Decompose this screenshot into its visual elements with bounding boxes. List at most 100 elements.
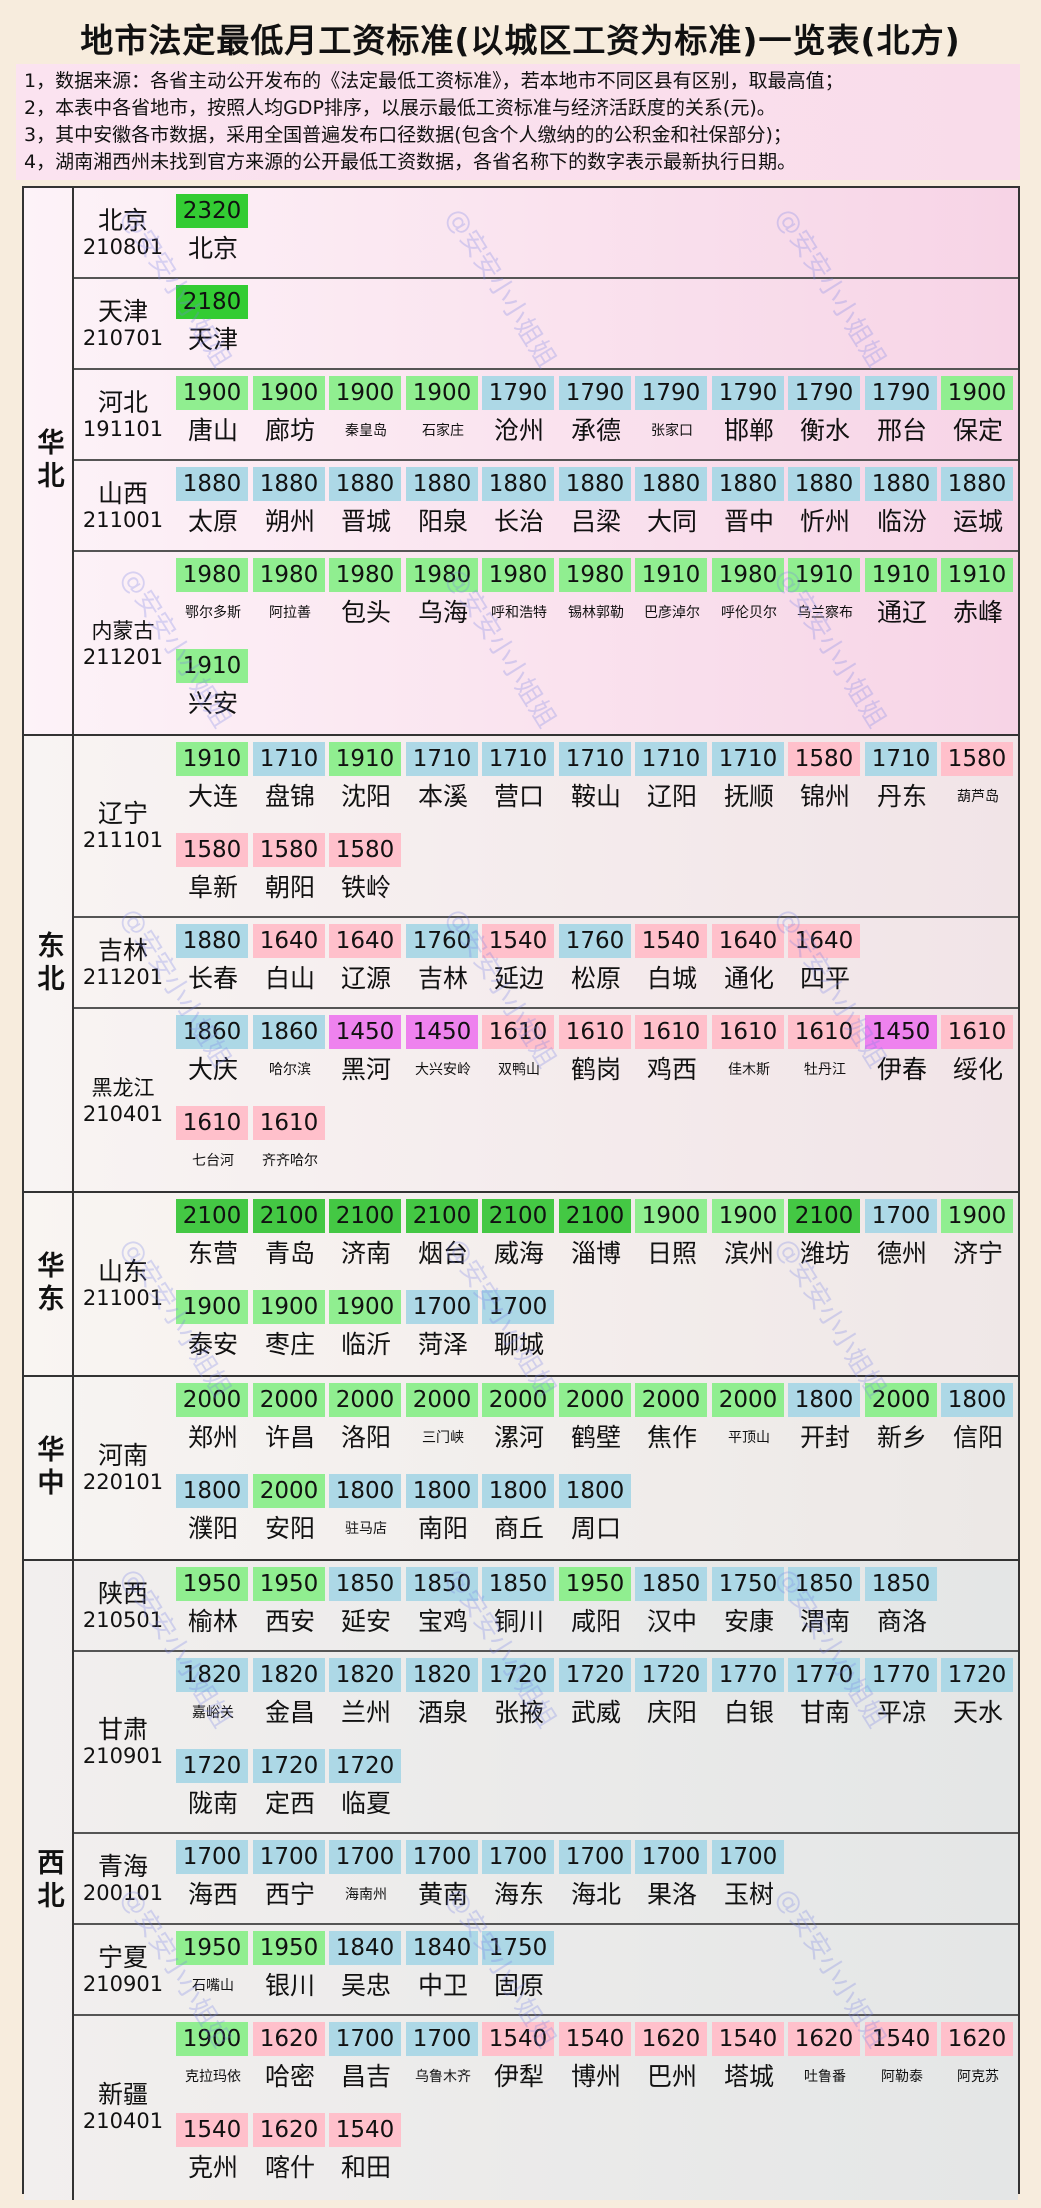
city-name: 德州 xyxy=(876,1239,927,1268)
city-name: 南阳 xyxy=(417,1514,468,1543)
city-cell: 1880 运城 xyxy=(941,467,1015,551)
wage-value: 1800 xyxy=(482,1474,554,1508)
province-date: 211001 xyxy=(82,1286,164,1310)
city-cell: 1640 白山 xyxy=(253,924,327,1008)
city-cell: 1720 武威 xyxy=(559,1658,633,1742)
city-name: 和田 xyxy=(340,2153,391,2182)
wage-value: 1700 xyxy=(482,1840,554,1874)
wage-value: 2000 xyxy=(176,1383,248,1417)
city-cell: 1910 通辽 xyxy=(865,558,939,642)
city-name: 玉树 xyxy=(723,1880,774,1909)
city-cell: 1850 商洛 xyxy=(865,1567,939,1651)
city-name: 周口 xyxy=(570,1514,621,1543)
city-cell: 2100 济南 xyxy=(329,1199,403,1283)
city-name: 鞍山 xyxy=(570,782,621,811)
province-name: 内蒙古 xyxy=(91,619,155,643)
city-cell: 1950 榆林 xyxy=(176,1567,250,1651)
city-cell: 1900 枣庄 xyxy=(253,1290,327,1374)
city-cell: 2000 三门峡 xyxy=(406,1383,480,1467)
city-cell: 1700 聊城 xyxy=(482,1290,556,1374)
city-cell: 1790 衡水 xyxy=(788,376,862,460)
city-name: 保定 xyxy=(952,416,1003,445)
city-name: 沈阳 xyxy=(340,782,391,811)
city-name: 长治 xyxy=(493,507,544,536)
wage-value: 1770 xyxy=(712,1658,784,1692)
wage-value: 1710 xyxy=(712,742,784,776)
wage-value: 1910 xyxy=(176,649,248,683)
city-cell: 1640 辽源 xyxy=(329,924,403,1008)
wage-value: 1720 xyxy=(176,1749,248,1783)
wage-value: 1980 xyxy=(176,558,248,592)
notes-box: 1，数据来源：各省主动公开发布的《法定最低工资标准》，若本地市不同区县有区别，取… xyxy=(16,64,1020,180)
wage-value: 1610 xyxy=(176,1106,248,1140)
city-cell: 2000 许昌 xyxy=(253,1383,327,1467)
city-cell: 1620 哈密 xyxy=(253,2022,327,2106)
wage-value: 1720 xyxy=(253,1749,325,1783)
region-label: 东北 xyxy=(24,736,74,1191)
wage-value: 2100 xyxy=(788,1199,860,1233)
city-name: 泰安 xyxy=(187,1330,238,1359)
city-name: 庆阳 xyxy=(646,1698,697,1727)
city-name: 兰州 xyxy=(340,1698,391,1727)
wage-value: 1700 xyxy=(406,1840,478,1874)
wage-value: 1880 xyxy=(559,467,631,501)
region-label: 华中 xyxy=(24,1377,74,1559)
wage-value: 1540 xyxy=(482,924,554,958)
city-name: 潍坊 xyxy=(799,1239,850,1268)
city-name: 滨州 xyxy=(723,1239,774,1268)
wage-value: 1850 xyxy=(329,1567,401,1601)
city-name: 乌鲁木齐 xyxy=(415,2069,471,2085)
city-cell: 1900 滨州 xyxy=(712,1199,786,1283)
city-name: 嘉峪关 xyxy=(192,1705,234,1721)
wage-value: 1760 xyxy=(559,924,631,958)
wage-value: 1850 xyxy=(635,1567,707,1601)
wage-value: 1880 xyxy=(712,467,784,501)
wage-value: 2000 xyxy=(635,1383,707,1417)
note-line: 2，本表中各省地市，按照人均GDP排序，以展示最低工资标准与经济活跃度的关系(元… xyxy=(24,97,776,119)
city-name: 郑州 xyxy=(187,1423,238,1452)
city-cell: 2000 焦作 xyxy=(635,1383,709,1467)
wage-value: 1900 xyxy=(253,1290,325,1324)
city-name: 邯郸 xyxy=(723,416,774,445)
city-cell: 1610 七台河 xyxy=(176,1106,250,1190)
city-cell: 1950 咸阳 xyxy=(559,1567,633,1651)
province-row: 甘肃 210901 1820 嘉峪关 1820 金昌 1820 兰州 1820 酒泉 1720 张掖 1… xyxy=(74,1652,1018,1834)
city-cell: 1620 巴州 xyxy=(635,2022,709,2106)
province-date: 211101 xyxy=(82,828,164,852)
city-name: 阿克苏 xyxy=(957,2069,999,2085)
city-cell: 1910 乌兰察布 xyxy=(788,558,862,642)
city-name: 北京 xyxy=(187,234,238,263)
wage-value: 1910 xyxy=(176,742,248,776)
wage-value: 1950 xyxy=(253,1567,325,1601)
city-cell: 1800 濮阳 xyxy=(176,1474,250,1558)
wage-value: 1610 xyxy=(559,1015,631,1049)
city-name: 鹤岗 xyxy=(570,1055,621,1084)
city-name: 晋城 xyxy=(340,507,391,536)
city-cell: 1580 阜新 xyxy=(176,833,250,917)
city-name: 四平 xyxy=(799,964,850,993)
city-cell: 1540 伊犁 xyxy=(482,2022,556,2106)
city-cell: 1610 鹤岗 xyxy=(559,1015,633,1099)
city-name: 天水 xyxy=(952,1698,1003,1727)
wage-value: 1980 xyxy=(329,558,401,592)
city-name: 佳木斯 xyxy=(728,1062,770,1078)
province-header: 山东 211001 xyxy=(74,1193,172,1375)
wage-value: 1760 xyxy=(406,924,478,958)
city-cell: 1800 驻马店 xyxy=(329,1474,403,1558)
city-name: 白山 xyxy=(264,964,315,993)
city-name: 营口 xyxy=(493,782,544,811)
city-name: 天津 xyxy=(187,325,238,354)
province-header: 黑龙江 210401 xyxy=(74,1009,172,1191)
page-title: 地市法定最低月工资标准(以城区工资为标准)一览表(北方) xyxy=(80,21,961,60)
city-cell: 1540 延边 xyxy=(482,924,556,1008)
city-name: 阜新 xyxy=(187,873,238,902)
note-line: 4，湖南湘西州未找到官方来源的公开最低工资数据，各省名称下的数字表示最新执行日期… xyxy=(24,151,797,173)
city-cell: 1610 双鸭山 xyxy=(482,1015,556,1099)
wage-value: 1540 xyxy=(635,924,707,958)
province-name: 宁夏 xyxy=(97,1942,148,1972)
province-name: 新疆 xyxy=(97,2080,148,2109)
city-cell: 1880 晋城 xyxy=(329,467,403,551)
wage-value: 1640 xyxy=(788,924,860,958)
wage-value: 1900 xyxy=(176,1290,248,1324)
city-name: 陇南 xyxy=(187,1789,238,1818)
